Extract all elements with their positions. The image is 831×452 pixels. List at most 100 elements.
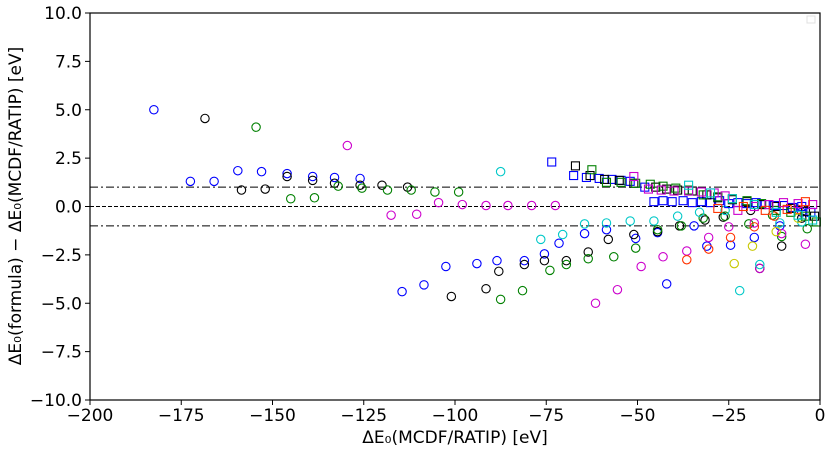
data-point-circle xyxy=(342,140,353,151)
data-point-circle xyxy=(579,219,590,229)
data-point-circle xyxy=(517,285,528,296)
data-point-square xyxy=(793,210,803,220)
y-axis-title: ΔE₀(formula) − ΔE₀(MCDF/RATIP) [eV] xyxy=(6,47,26,365)
data-point-circle xyxy=(775,218,785,228)
data-point-square xyxy=(669,186,679,196)
data-point-circle xyxy=(309,193,320,203)
data-point-circle xyxy=(718,212,729,222)
data-point-square xyxy=(808,215,818,225)
data-point-circle xyxy=(355,173,365,184)
data-point-circle xyxy=(802,224,812,234)
x-tick-label: −125 xyxy=(340,406,387,426)
y-axis-ticks: −10.0 −7.5 −5.0 −2.5 0.0 2.5 5.0 7.5 10.0 xyxy=(30,4,90,411)
data-point-square xyxy=(808,200,818,210)
data-point-circle xyxy=(676,221,687,231)
data-point-square xyxy=(631,178,641,188)
data-point-square xyxy=(749,200,759,210)
data-point-circle xyxy=(539,249,550,259)
y-tick-label: −10.0 xyxy=(30,391,82,411)
data-point-circle xyxy=(744,219,754,229)
data-point-circle xyxy=(672,211,683,221)
data-point-square xyxy=(547,157,557,167)
data-point-circle xyxy=(749,232,760,243)
data-point-circle xyxy=(590,298,601,308)
data-point-circle xyxy=(682,254,692,265)
data-point-circle xyxy=(430,187,440,197)
data-point-circle xyxy=(536,234,546,245)
data-point-circle xyxy=(282,168,292,179)
x-tick-label: −100 xyxy=(432,406,479,426)
data-point-circle xyxy=(700,215,710,225)
data-point-circle xyxy=(441,261,451,272)
data-point-circle xyxy=(411,209,422,219)
data-point-circle xyxy=(503,200,513,211)
data-point-square xyxy=(769,200,779,211)
data-point-circle xyxy=(682,246,692,256)
data-point-square xyxy=(667,197,677,207)
y-tick-label: 2.5 xyxy=(55,149,82,169)
data-point-square xyxy=(656,185,666,195)
data-point-circle xyxy=(307,171,318,182)
data-point-circle xyxy=(236,185,247,195)
data-point-circle xyxy=(256,166,267,177)
data-point-circle xyxy=(200,113,210,124)
x-tick-label: −150 xyxy=(249,406,296,426)
data-point-circle xyxy=(554,238,564,249)
data-point-circle xyxy=(601,224,612,235)
data-point-circle xyxy=(749,218,760,228)
data-point-circle xyxy=(550,200,561,211)
data-point-circle xyxy=(329,172,340,183)
data-point-circle xyxy=(771,226,781,237)
data-point-circle xyxy=(583,247,593,257)
data-point-circle xyxy=(495,294,506,305)
data-point-square xyxy=(687,198,697,208)
data-point-circle xyxy=(446,291,457,302)
data-point-circle xyxy=(357,183,367,193)
data-point-circle xyxy=(307,175,318,186)
data-point-square xyxy=(678,196,688,206)
data-point-circle xyxy=(725,232,736,243)
data-point-square xyxy=(727,194,737,204)
data-point-square xyxy=(713,203,723,213)
data-point-circle xyxy=(355,180,365,190)
data-point-circle xyxy=(579,228,590,239)
data-point-square xyxy=(651,182,661,192)
data-point-circle xyxy=(603,234,614,245)
data-point-circle xyxy=(612,284,623,295)
data-point-circle xyxy=(472,258,482,269)
data-point-square xyxy=(600,174,610,184)
data-point-circle xyxy=(725,240,736,250)
data-point-square xyxy=(698,190,708,200)
data-point-circle xyxy=(702,241,712,251)
y-tick-label: −7.5 xyxy=(41,343,82,363)
data-point-circle xyxy=(636,261,646,272)
data-point-square xyxy=(601,177,612,187)
y-tick-label: 7.5 xyxy=(55,52,82,72)
data-point-square xyxy=(585,170,595,181)
data-point-circle xyxy=(453,187,464,197)
data-point-circle xyxy=(630,243,641,253)
data-point-square xyxy=(684,186,694,196)
data-point-circle xyxy=(382,185,393,195)
data-point-circle xyxy=(419,280,429,290)
data-point-circle xyxy=(723,222,734,232)
data-point-circle xyxy=(609,252,619,262)
data-point-square xyxy=(649,197,659,207)
data-point-circle xyxy=(397,286,407,297)
y-tick-label: 0.0 xyxy=(55,198,82,218)
data-point-circle xyxy=(481,200,491,211)
data-point-square xyxy=(587,165,597,175)
data-point-circle xyxy=(545,265,555,276)
data-point-circle xyxy=(526,200,537,211)
data-point-square xyxy=(782,204,792,214)
data-point-circle xyxy=(519,259,530,270)
data-point-circle xyxy=(494,266,504,277)
data-point-circle xyxy=(539,255,550,266)
y-tick-label: 10.0 xyxy=(44,4,82,24)
data-point-circle xyxy=(749,222,760,232)
data-point-circle xyxy=(729,258,739,269)
data-point-circle xyxy=(776,231,787,242)
data-point-square xyxy=(629,171,639,182)
x-tick-label: −175 xyxy=(158,406,205,426)
x-tick-label: −50 xyxy=(620,406,656,426)
